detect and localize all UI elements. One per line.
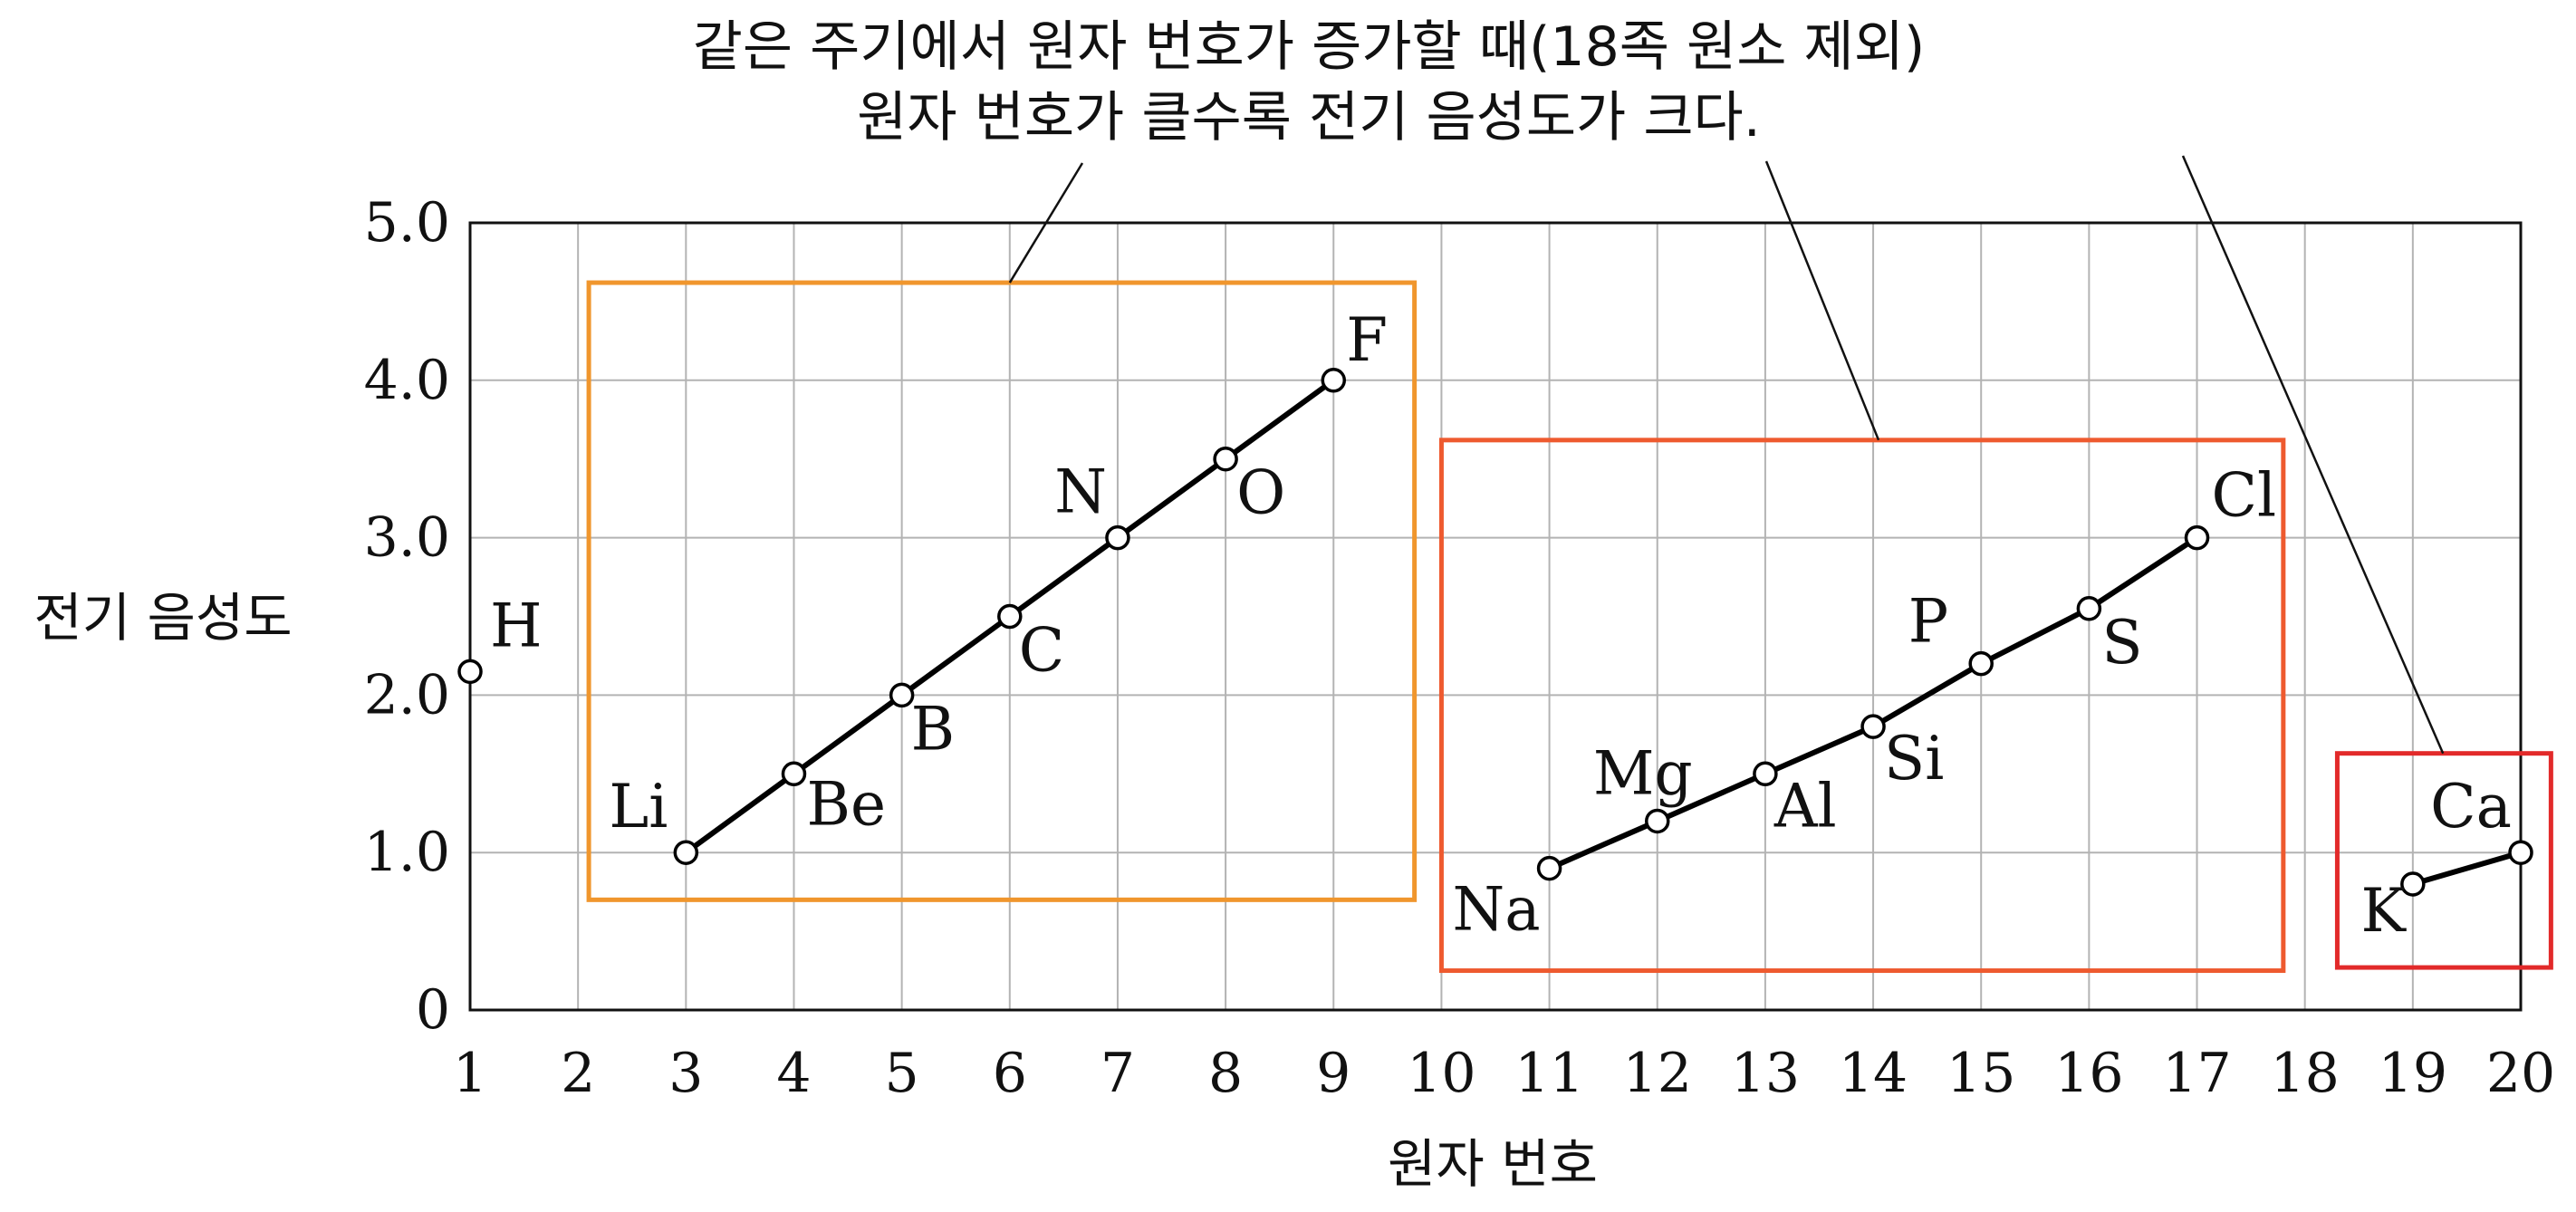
x-tick-label: 8 (1208, 1042, 1243, 1105)
element-label-Mg: Mg (1593, 738, 1693, 808)
element-label-F: F (1346, 305, 1388, 375)
data-point-K (2400, 871, 2426, 897)
data-point-S (2076, 596, 2102, 621)
x-tick-label: 5 (885, 1042, 919, 1105)
element-label-Ca: Ca (2430, 772, 2512, 842)
element-label-Si: Si (1884, 724, 1944, 794)
period-boxes (586, 280, 2553, 974)
data-point-H (457, 659, 483, 685)
y-tick-label: 0 (416, 978, 450, 1042)
x-tick-label: 1 (453, 1042, 487, 1105)
data-point-O (1213, 446, 1238, 472)
x-tick-label: 11 (1514, 1042, 1583, 1105)
period-2-box (586, 280, 1418, 902)
element-label-B: B (911, 694, 956, 764)
element-label-S: S (2101, 608, 2142, 678)
series-line (2412, 850, 2522, 887)
annotation-line-2: 원자 번호가 클수록 전기 음성도가 크다. (857, 86, 1761, 149)
period-4-box (2334, 751, 2553, 970)
x-tick-label: 12 (1623, 1042, 1692, 1105)
element-label-C: C (1019, 616, 1065, 686)
y-tick-labels: 0 1.0 2.0 3.0 4.0 5.0 (364, 191, 450, 1042)
x-tick-label: 13 (1731, 1042, 1800, 1105)
data-point-Mg (1644, 808, 1670, 834)
y-axis-label: 전기 음성도 (34, 587, 292, 649)
x-tick-label: 4 (776, 1042, 811, 1105)
x-tick-label: 17 (2162, 1042, 2231, 1105)
element-label-Na: Na (1452, 875, 1540, 945)
x-tick-label: 20 (2486, 1042, 2555, 1105)
x-tick-label: 2 (561, 1042, 595, 1105)
y-tick-label: 1.0 (364, 821, 450, 884)
data-point-Be (781, 761, 807, 787)
y-tick-label: 5.0 (364, 191, 450, 255)
element-label-Cl: Cl (2212, 461, 2277, 531)
x-tick-label: 10 (1407, 1042, 1475, 1105)
element-label-P: P (1908, 587, 1948, 657)
period-3-box (1438, 438, 2286, 974)
data-point-Li (673, 840, 699, 865)
x-tick-label: 16 (2054, 1042, 2123, 1105)
grid-lines (470, 223, 2521, 1010)
data-point-Si (1860, 714, 1886, 739)
data-point-F (1321, 368, 1347, 393)
data-point-Al (1753, 761, 1778, 787)
element-label-Be: Be (806, 769, 886, 839)
leader-line (1764, 160, 1880, 441)
y-tick-label: 4.0 (364, 349, 450, 412)
element-label-N: N (1054, 457, 1107, 527)
series-lines (684, 378, 2522, 887)
data-point-P (1968, 650, 1994, 677)
plot-frame (468, 221, 2523, 1012)
element-label-H: H (490, 591, 543, 660)
x-tick-label: 9 (1316, 1042, 1350, 1105)
x-tick-label: 18 (2271, 1042, 2340, 1105)
annotation-line-1: 같은 주기에서 원자 번호가 증가할 때(18족 원소 제외) (693, 15, 1926, 79)
x-tick-labels: 1 2 3 4 5 6 7 8 9 10 11 12 13 14 15 16 17 18 19 20 (453, 1042, 2555, 1105)
data-point-Na (1536, 855, 1562, 881)
data-point-Ca (2508, 840, 2533, 865)
x-axis-label: 원자 번호 (1388, 1133, 1598, 1195)
x-tick-label: 19 (2379, 1042, 2447, 1105)
element-labels: H Li Be BC N O F Na Mg Al Si P S Cl K Ca (490, 305, 2512, 946)
annotation-leader-lines (1008, 155, 2445, 755)
element-label-K: K (2361, 876, 2408, 946)
data-point-B (889, 682, 915, 708)
element-label-Li: Li (609, 772, 668, 842)
leader-line (1008, 162, 1084, 284)
data-point-Cl (2184, 524, 2210, 551)
y-tick-label: 2.0 (364, 663, 450, 726)
element-label-Al: Al (1773, 771, 1837, 841)
element-label-O: O (1236, 458, 1285, 528)
x-tick-label: 6 (993, 1042, 1027, 1105)
x-tick-label: 7 (1101, 1042, 1135, 1105)
leader-line (2181, 155, 2445, 755)
x-tick-label: 3 (668, 1042, 703, 1105)
x-tick-label: 14 (1839, 1042, 1908, 1105)
data-point-C (997, 603, 1023, 630)
x-tick-label: 15 (1946, 1042, 2015, 1105)
data-points (457, 368, 2533, 897)
data-point-N (1105, 524, 1130, 551)
y-tick-label: 3.0 (364, 506, 450, 570)
